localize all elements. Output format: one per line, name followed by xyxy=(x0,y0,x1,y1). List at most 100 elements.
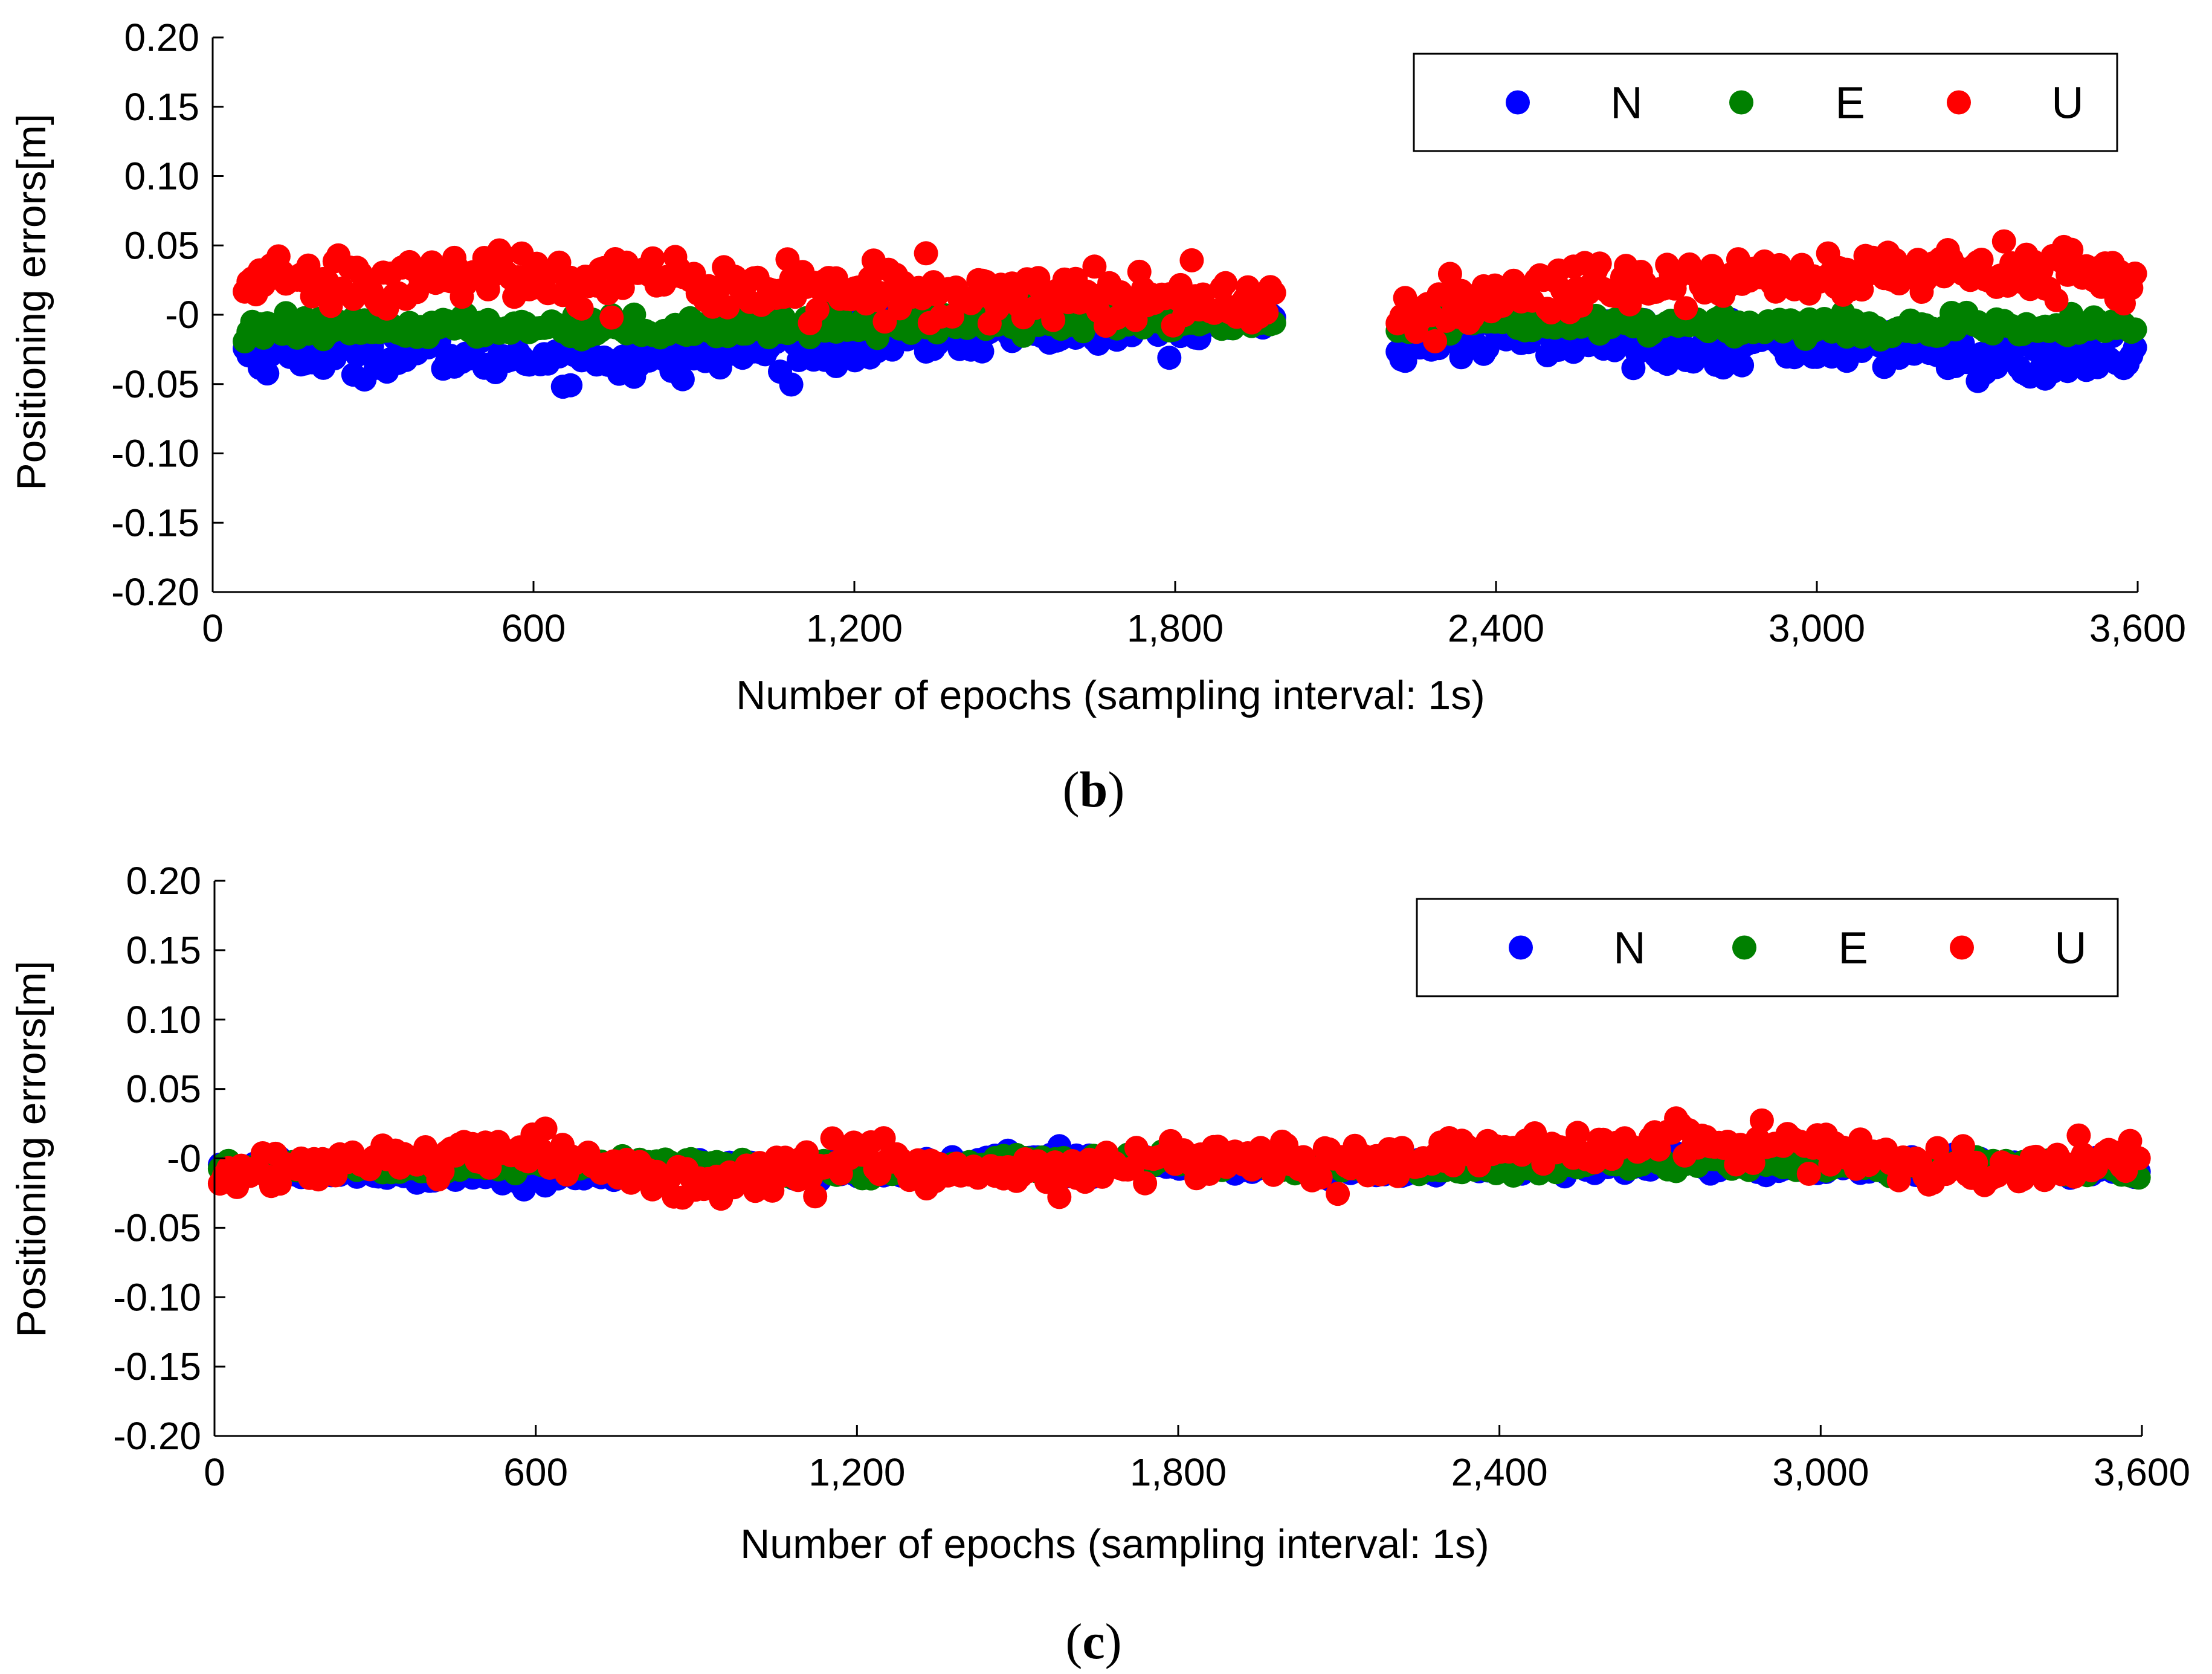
x-tick-label: 3,000 xyxy=(1769,607,1865,650)
data-point-U xyxy=(1423,329,1448,353)
x-tick-label: 1,200 xyxy=(806,607,903,650)
legend-marker-U xyxy=(1947,90,1971,115)
y-axis-title-c: Positioning errors[m] xyxy=(8,961,54,1338)
data-point-N xyxy=(670,367,695,391)
data-point-U xyxy=(1047,1185,1072,1209)
y-tick-label: -0 xyxy=(167,1137,201,1180)
legend-marker-N xyxy=(1506,90,1530,115)
data-point-U xyxy=(1969,248,1994,272)
legend-marker-N xyxy=(1509,935,1533,960)
y-tick-label: -0 xyxy=(165,293,199,336)
x-tick-label: 1,200 xyxy=(808,1450,905,1494)
data-point-N xyxy=(1730,353,1755,378)
data-point-U xyxy=(1041,307,1066,332)
x-tick-label: 1,800 xyxy=(1127,607,1224,650)
data-point-U xyxy=(1326,1182,1350,1206)
data-point-U xyxy=(2126,1146,2151,1171)
data-point-U xyxy=(1951,1134,1975,1159)
x-tick-label: 3,000 xyxy=(1772,1450,1869,1494)
x-tick-label: 600 xyxy=(503,1450,568,1494)
data-point-U xyxy=(1262,280,1286,305)
data-point-U xyxy=(569,296,594,321)
x-axis-title-c: Number of epochs (sampling interval: 1s) xyxy=(740,1521,1489,1567)
y-tick-label: 0.05 xyxy=(124,224,199,267)
x-tick-label: 3,600 xyxy=(2094,1450,2190,1494)
data-point-U xyxy=(1674,296,1698,321)
data-point-E xyxy=(2123,317,2147,342)
data-point-U xyxy=(1749,1108,1774,1133)
y-tick-label: -0.05 xyxy=(111,362,199,406)
y-tick-label: -0.15 xyxy=(111,501,199,544)
y-tick-label: 0.15 xyxy=(126,929,201,972)
y-tick-label: -0.20 xyxy=(111,570,199,614)
x-tick-label: 3,600 xyxy=(2089,607,2186,650)
data-point-U xyxy=(871,1126,896,1151)
y-tick-label: -0.05 xyxy=(113,1206,201,1249)
legend-box xyxy=(1413,53,2118,152)
data-point-N xyxy=(558,373,583,398)
x-tick-label: 0 xyxy=(202,607,224,650)
legend-label-N: N xyxy=(1613,923,1645,973)
data-point-U xyxy=(1437,262,1462,286)
x-tick-label: 2,400 xyxy=(1448,607,1544,650)
x-tick-label: 2,400 xyxy=(1451,1450,1548,1494)
y-tick-label: 0.15 xyxy=(124,85,199,129)
plot-area-c xyxy=(207,1106,2151,1211)
axes-c: 0.20 0.15 0.10 0.05 -0 -0.05 -0.10 -0.15 -0.200 6… xyxy=(113,859,2190,1494)
y-tick-label: 0.05 xyxy=(126,1067,201,1111)
legend-label-U: U xyxy=(2051,78,2083,128)
data-point-U xyxy=(1082,254,1107,279)
panel-label-b: (b) xyxy=(1063,762,1125,818)
legend-marker-U xyxy=(1950,935,1974,960)
y-tick-label: -0.10 xyxy=(113,1275,201,1319)
legend-label-N: N xyxy=(1610,78,1642,128)
data-point-U xyxy=(1393,286,1417,311)
data-point-N xyxy=(1475,336,1500,361)
plot-area-b xyxy=(233,229,2147,399)
data-point-U xyxy=(2066,1123,2091,1148)
panel-letter-c: c xyxy=(1082,1614,1104,1670)
panel-letter-b: b xyxy=(1080,762,1108,818)
data-point-U xyxy=(1796,1162,1821,1186)
y-tick-label: 0.20 xyxy=(124,16,199,59)
data-point-U xyxy=(2044,288,2069,312)
x-tick-label: 1,800 xyxy=(1130,1450,1227,1494)
x-tick-label: 0 xyxy=(204,1450,225,1494)
chart-panel-b: 0.20 0.15 0.10 0.05 -0 -0.05 -0.10 -0.15 -0.200 6… xyxy=(8,16,2186,818)
legend-box xyxy=(1416,898,2119,997)
data-point-U xyxy=(1213,271,1238,295)
y-tick-label: -0.10 xyxy=(111,432,199,475)
data-point-U xyxy=(2123,261,2147,286)
panel-label-c: (c) xyxy=(1065,1614,1121,1670)
y-tick-label: 0.20 xyxy=(126,859,201,903)
series-U-points xyxy=(233,229,2147,353)
data-point-N xyxy=(779,372,804,397)
x-axis-title-b: Number of epochs (sampling interval: 1s) xyxy=(736,672,1485,718)
legend-label-E: E xyxy=(1835,78,1865,128)
data-point-N xyxy=(255,361,280,386)
data-point-U xyxy=(640,246,665,271)
data-point-U xyxy=(805,297,830,322)
y-tick-label: -0.20 xyxy=(113,1414,201,1458)
data-point-U xyxy=(1254,300,1279,325)
data-point-U xyxy=(914,241,938,266)
data-point-U xyxy=(1925,1136,1950,1161)
axes-b: 0.20 0.15 0.10 0.05 -0 -0.05 -0.10 -0.15 -0.200 6… xyxy=(111,16,2186,650)
y-tick-label: -0.15 xyxy=(113,1345,201,1388)
y-axis-title-b: Positioning errors[m] xyxy=(8,114,54,491)
legend-label-E: E xyxy=(1838,923,1868,973)
data-point-U xyxy=(1565,1121,1590,1145)
data-point-U xyxy=(2059,237,2084,262)
data-point-N xyxy=(1157,346,1182,370)
data-point-U xyxy=(1133,1171,1158,1196)
legend-marker-E xyxy=(1732,935,1756,960)
data-point-U xyxy=(533,1116,558,1141)
y-tick-label: 0.10 xyxy=(126,998,201,1041)
series-U-points xyxy=(207,1106,2151,1211)
data-point-U xyxy=(1587,251,1612,276)
data-point-U xyxy=(599,305,624,330)
data-point-U xyxy=(1991,229,2016,254)
y-tick-label: 0.10 xyxy=(124,155,199,198)
legend-marker-E xyxy=(1729,90,1753,115)
